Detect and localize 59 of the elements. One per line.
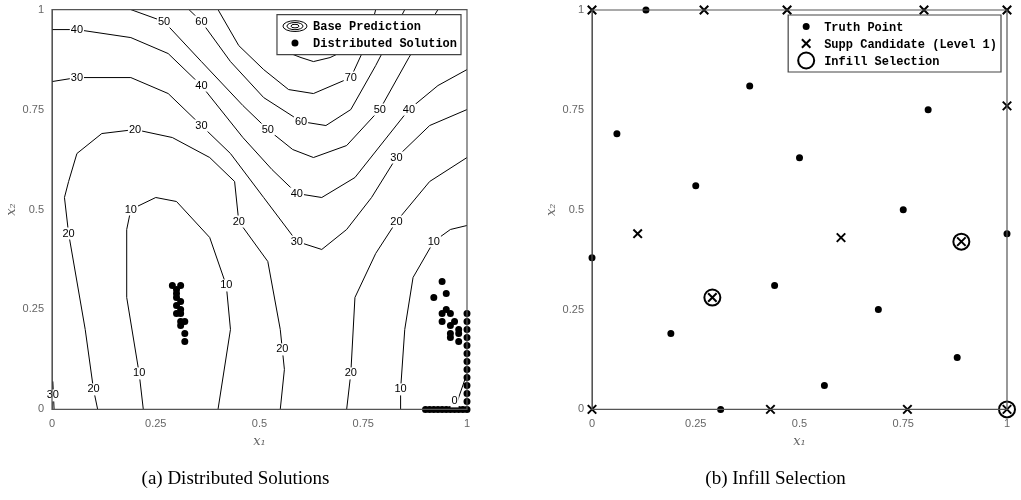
annotation: 30 xyxy=(390,150,403,163)
annotation: 20 xyxy=(390,214,403,227)
annotation: 20 xyxy=(87,382,100,395)
annotation: 40 xyxy=(70,22,84,35)
annotation: 20 xyxy=(62,226,75,239)
annotation: 50 xyxy=(373,102,386,115)
annotation: 20 xyxy=(276,342,289,355)
y-tick-label: 0.5 xyxy=(28,202,45,215)
annotation: 60 xyxy=(195,14,208,27)
annotation: 30 xyxy=(46,388,59,401)
annotation: 40 xyxy=(290,186,303,199)
annotation: 0 xyxy=(451,394,458,407)
legend-label: Supp Candidate (Level 1) xyxy=(824,37,997,52)
annotation: 20 xyxy=(128,122,142,135)
text: (a) Distributed Solutions xyxy=(141,466,330,489)
annotation: 10 xyxy=(124,202,137,215)
annotation: 30 xyxy=(70,70,84,83)
x-tick-label: 0.5 xyxy=(251,417,268,430)
annotation: 40 xyxy=(195,78,208,91)
y-tick-label: 1 xyxy=(37,2,45,15)
text: (b) Infill Selection xyxy=(705,466,847,489)
x-tick-label: 0.75 xyxy=(892,417,914,430)
legend-label: Distributed Solution xyxy=(312,37,458,52)
annotation: 50 xyxy=(261,122,274,135)
x-tick-label: 0.75 xyxy=(352,417,374,430)
x-tick-label: 0 xyxy=(588,417,596,430)
annotation: 10 xyxy=(133,366,146,379)
legend-label: Infill Selection xyxy=(824,54,940,69)
x-axis-title: x₁ xyxy=(253,432,266,448)
y-tick-label: 0.75 xyxy=(22,102,45,115)
annotation: 50 xyxy=(157,14,171,27)
legend-label: Base Prediction xyxy=(312,20,422,35)
x-tick-label: 0 xyxy=(48,417,56,430)
annotation: 30 xyxy=(290,234,303,247)
annotation: 10 xyxy=(394,382,407,395)
annotation: 60 xyxy=(294,114,308,127)
y-tick-label: 0 xyxy=(577,402,585,415)
y-tick-label: 1 xyxy=(577,3,585,16)
y-tick-label: 0 xyxy=(37,402,45,415)
x-tick-label: 1 xyxy=(463,417,471,430)
annotation: 20 xyxy=(344,366,357,379)
annotation: 30 xyxy=(195,118,208,131)
annotation: 70 xyxy=(344,70,357,83)
annotation: 10 xyxy=(427,234,440,247)
annotation: 20 xyxy=(232,214,245,227)
y-tick-label: 0.25 xyxy=(22,302,45,315)
annotation: 10 xyxy=(220,278,233,291)
annotation: 40 xyxy=(402,102,416,115)
y-tick-label: 0.75 xyxy=(562,102,585,115)
y-tick-label: 0.25 xyxy=(562,302,585,315)
x-tick-label: 0.5 xyxy=(791,417,808,430)
x-axis-title: x₁ xyxy=(793,432,806,448)
y-axis-title: x₂ xyxy=(3,203,19,216)
y-axis-title: x₂ xyxy=(543,203,559,216)
y-tick-label: 0.5 xyxy=(568,202,585,215)
x-tick-label: 0.25 xyxy=(145,417,167,430)
x-tick-label: 0.25 xyxy=(685,417,707,430)
legend-label: Truth Point xyxy=(824,20,904,35)
x-tick-label: 1 xyxy=(1003,417,1011,430)
